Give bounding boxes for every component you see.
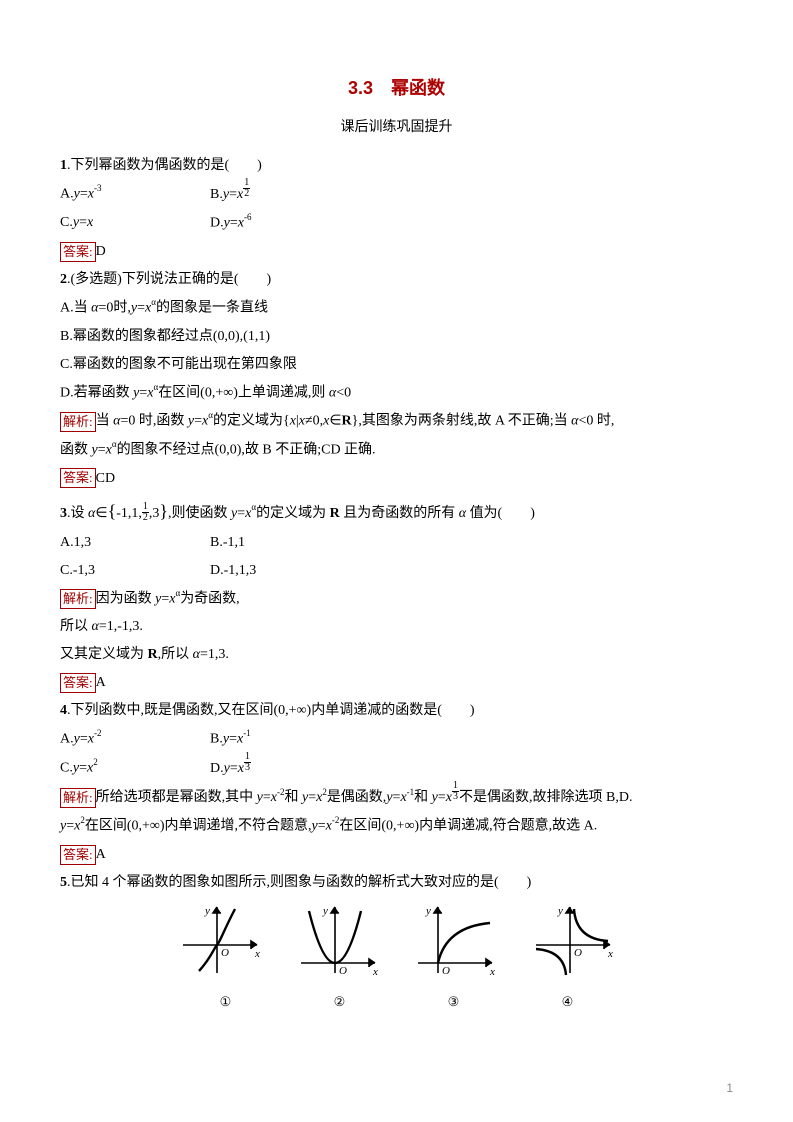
q2-C: C.幂函数的图象不可能出现在第四象限 [60,351,733,379]
q3-jiexi3: 又其定义域为 R,所以 α=1,3. [60,641,733,669]
graph-label-2: ② [295,989,385,1015]
svg-text:x: x [254,948,260,960]
graph-label-3: ③ [409,989,499,1015]
q1-optD: D.y=x-6 [210,209,360,238]
q3-row2: C.-1,3 D.-1,1,3 [60,557,733,585]
q1-optA: A.y=x-3 [60,180,210,209]
q3-answer: 答案:A [60,669,733,697]
graphs-row: x y O x y O x [60,903,733,1015]
q2-answer-text: CD [96,471,115,486]
answer-tag: 答案: [60,673,96,693]
q4-answer-text: A [96,847,106,862]
q3-optC: C.-1,3 [60,557,210,585]
graph-label-4: ④ [523,989,613,1015]
q5-stem: 5.已知 4 个幂函数的图象如图所示,则图象与函数的解析式大致对应的是( ) [60,869,733,897]
q3-jiexi1: 解析:因为函数 y=xα为奇函数, [60,585,733,614]
svg-text:y: y [322,905,328,917]
q2-stem: 2.(多选题)下列说法正确的是( ) [60,266,733,294]
page-number: 1 [726,1076,733,1100]
svg-text:x: x [607,948,613,960]
svg-text:y: y [557,905,563,917]
answer-tag: 答案: [60,845,96,865]
svg-text:O: O [339,965,347,977]
svg-text:y: y [204,905,210,917]
graph-3: x y O [410,903,500,978]
jiexi-tag: 解析: [60,788,96,808]
q1-stem: 11.下列幂函数为偶函数的是( ).下列幂函数为偶函数的是( ) [60,152,733,180]
svg-text:y: y [425,905,431,917]
q3-answer-text: A [96,675,106,690]
q4-optB: B.y=x-1 [210,725,360,754]
q2-jiexi1: 解析:当 α=0 时,函数 y=xα的定义域为{x|x≠0,x∈R},其图象为两… [60,407,733,436]
q4-jiexi1: 解析:所给选项都是幂函数,其中 y=x-2和 y=x2是偶函数,y=x-1和 y… [60,783,733,812]
graph-1: x y O [175,903,265,978]
q2-D: D.若幂函数 y=xα在区间(0,+∞)上单调递减,则 α<0 [60,379,733,408]
q3-optB: B.-1,1 [210,529,360,557]
jiexi-tag: 解析: [60,412,96,432]
graph-2: x y O [293,903,383,978]
q4-jiexi2: y=x2在区间(0,+∞)内单调递增,不符合题意,y=x-2在区间(0,+∞)内… [60,812,733,841]
q4-row1: A.y=x-2 B.y=x-1 [60,725,733,754]
jiexi-tag: 解析: [60,589,96,609]
page-title: 3.3 幂函数 [60,70,733,106]
q4-answer: 答案:A [60,841,733,869]
q1-optB: B.y=x12 [210,180,360,209]
graph-label-1: ① [181,989,271,1015]
q1-answer-text: D [96,244,106,259]
q1-row1: A.y=x-3 B.y=x12 [60,180,733,209]
q4-optA: A.y=x-2 [60,725,210,754]
graph-4: x y O [528,903,618,978]
svg-text:x: x [489,966,495,978]
page-subtitle: 课后训练巩固提升 [60,114,733,142]
q3-row1: A.1,3 B.-1,1 [60,529,733,557]
q2-answer: 答案:CD [60,465,733,493]
answer-tag: 答案: [60,242,96,262]
q2-B: B.幂函数的图象都经过点(0,0),(1,1) [60,323,733,351]
q1-optC: C.y=x [60,209,210,238]
answer-tag: 答案: [60,468,96,488]
q1-row2: C.y=x D.y=x-6 [60,209,733,238]
q3-optD: D.-1,1,3 [210,557,360,585]
q4-optD: D.y=x13 [210,754,360,783]
svg-text:O: O [574,947,582,959]
q3-stem: 3.设 α∈{-1,1,12,3},则使函数 y=xα的定义域为 R 且为奇函数… [60,493,733,529]
q3-jiexi2: 所以 α=1,-1,3. [60,613,733,641]
svg-text:O: O [221,947,229,959]
q4-row2: C.y=x2 D.y=x13 [60,754,733,783]
svg-text:O: O [442,965,450,977]
q4-stem: 4.下列函数中,既是偶函数,又在区间(0,+∞)内单调递减的函数是( ) [60,697,733,725]
page: 3.3 幂函数 课后训练巩固提升 11.下列幂函数为偶函数的是( ).下列幂函数… [0,0,793,1122]
q2-A: A.当 α=0时,y=xα的图象是一条直线 [60,294,733,323]
q4-optC: C.y=x2 [60,754,210,783]
q2-jiexi2: 函数 y=xα的图象不经过点(0,0),故 B 不正确;CD 正确. [60,436,733,465]
graph-labels: ①②③④ [60,989,733,1015]
q3-optA: A.1,3 [60,529,210,557]
q1-answer: 答案:D [60,238,733,266]
svg-text:x: x [372,966,378,978]
